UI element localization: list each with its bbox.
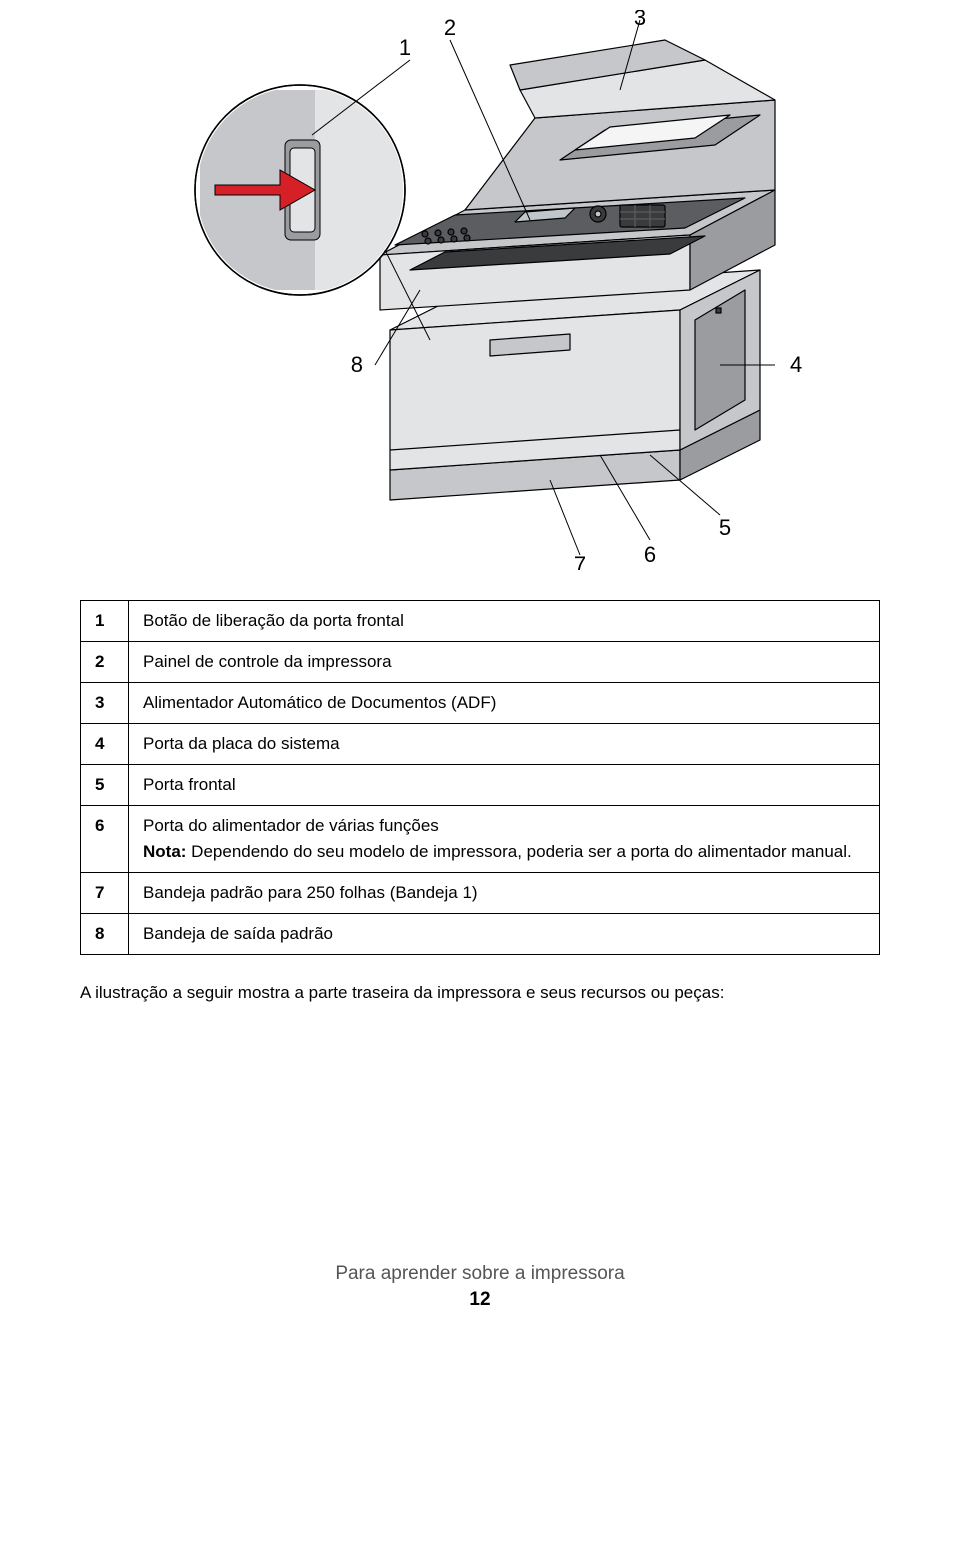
- part-num: 4: [81, 724, 129, 765]
- part-num: 2: [81, 642, 129, 683]
- part-desc: Bandeja de saída padrão: [129, 914, 880, 955]
- note-text: Dependendo do seu modelo de impressora, …: [186, 842, 851, 861]
- part-desc-text: Porta do alimentador de várias funções: [143, 816, 439, 835]
- table-row: 6 Porta do alimentador de várias funções…: [81, 806, 880, 873]
- part-num: 7: [81, 873, 129, 914]
- caption-text: A ilustração a seguir mostra a parte tra…: [80, 983, 880, 1003]
- part-desc: Porta frontal: [129, 765, 880, 806]
- callout-1: 1: [399, 35, 411, 60]
- callout-2: 2: [444, 15, 456, 40]
- part-desc: Porta do alimentador de várias funções N…: [129, 806, 880, 873]
- table-row: 4 Porta da placa do sistema: [81, 724, 880, 765]
- part-desc: Painel de controle da impressora: [129, 642, 880, 683]
- part-desc: Alimentador Automático de Documentos (AD…: [129, 683, 880, 724]
- callout-3: 3: [634, 10, 646, 30]
- printer-diagram: 1 2 3 4 5 6 7 8: [80, 0, 880, 600]
- part-num: 8: [81, 914, 129, 955]
- part-num: 6: [81, 806, 129, 873]
- part-num: 3: [81, 683, 129, 724]
- part-desc: Porta da placa do sistema: [129, 724, 880, 765]
- table-row: 2 Painel de controle da impressora: [81, 642, 880, 683]
- table-row: 3 Alimentador Automático de Documentos (…: [81, 683, 880, 724]
- table-row: 5 Porta frontal: [81, 765, 880, 806]
- table-row: 7 Bandeja padrão para 250 folhas (Bandej…: [81, 873, 880, 914]
- part-num: 5: [81, 765, 129, 806]
- callout-8: 8: [351, 352, 363, 377]
- part-desc: Bandeja padrão para 250 folhas (Bandeja …: [129, 873, 880, 914]
- table-row: 8 Bandeja de saída padrão: [81, 914, 880, 955]
- footer-title: Para aprender sobre a impressora: [80, 1263, 880, 1285]
- note-label: Nota:: [143, 842, 186, 861]
- printer-svg: 1 2 3 4 5 6 7 8: [120, 10, 840, 570]
- callout-7: 7: [574, 552, 586, 570]
- page-number: 12: [80, 1289, 880, 1311]
- part-desc: Botão de liberação da porta frontal: [129, 601, 880, 642]
- parts-table: 1 Botão de liberação da porta frontal 2 …: [80, 600, 880, 955]
- part-num: 1: [81, 601, 129, 642]
- callout-4: 4: [790, 352, 802, 377]
- callout-5: 5: [719, 515, 731, 540]
- table-row: 1 Botão de liberação da porta frontal: [81, 601, 880, 642]
- page-footer: Para aprender sobre a impressora 12: [80, 1263, 880, 1311]
- callout-6: 6: [644, 542, 656, 567]
